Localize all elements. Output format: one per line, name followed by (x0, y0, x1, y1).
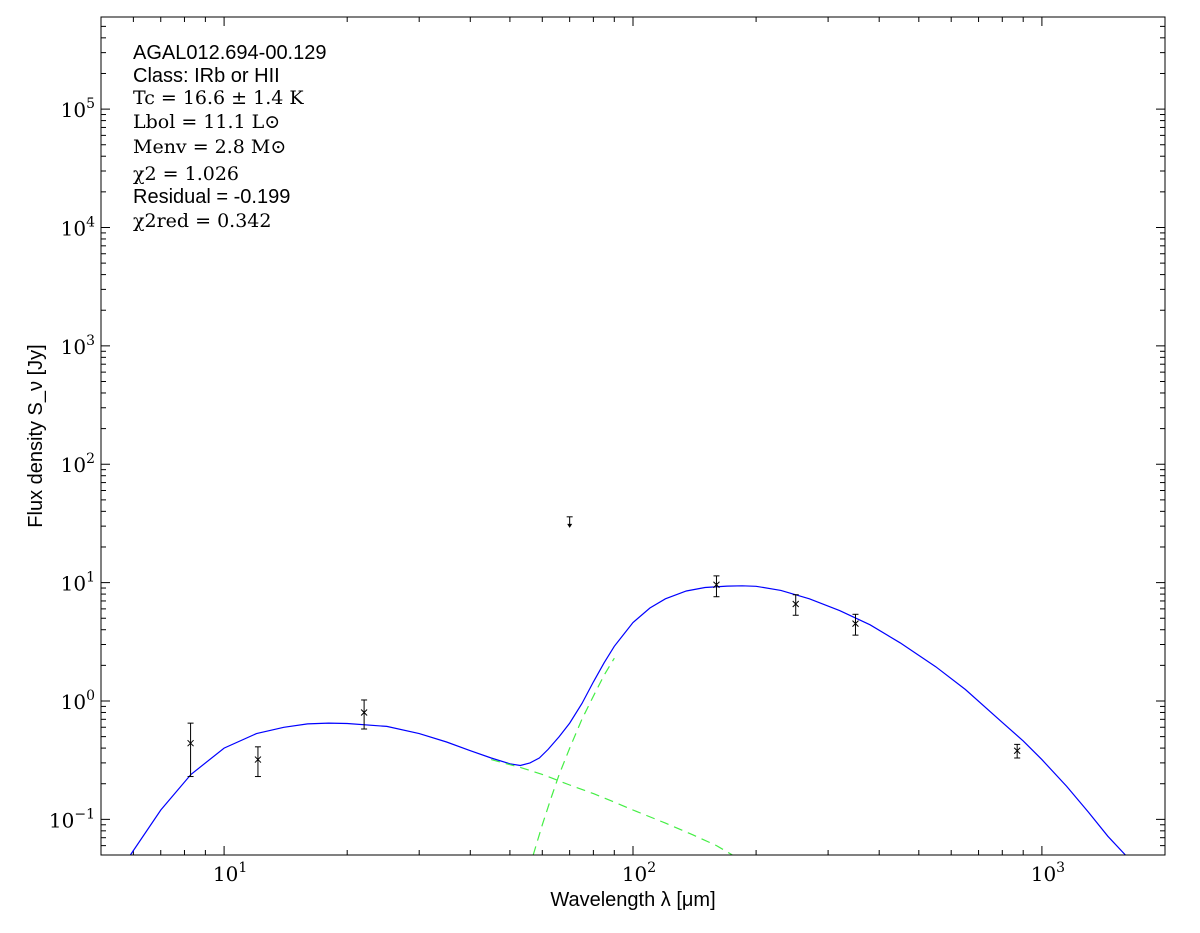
y-tick-label-base: 10 (61, 572, 86, 596)
y-tick-label-exponent: 0 (86, 688, 95, 704)
y-tick-label: 103 (61, 333, 95, 359)
y-tick-label: 10−1 (49, 806, 95, 832)
model-curves (129, 585, 1126, 855)
annotation-tc: Tc = 16.6 ± 1.4 K (133, 87, 304, 109)
annotation-lbol: Lbol = 11.1 L⊙ (133, 111, 280, 133)
y-tick-label-base: 10 (49, 808, 74, 832)
annotation-chi2: χ2 = 1.026 (133, 163, 239, 185)
x-tick-label-exponent: 2 (647, 860, 656, 876)
x-tick-label: 102 (622, 860, 656, 886)
y-tick-label-base: 10 (61, 216, 86, 240)
y-tick-label: 101 (61, 570, 95, 596)
x-axis-label: Wavelength λ [μm] (550, 889, 715, 911)
y-tick-label-exponent: 1 (86, 570, 95, 586)
data-points (187, 516, 1021, 778)
y-tick-label-base: 10 (61, 335, 86, 359)
data-point-marker (254, 756, 262, 763)
y-tick-label-base: 10 (61, 453, 86, 477)
annotation-source: AGAL012.694-00.129 (133, 42, 327, 64)
x-tick-label-base: 10 (213, 862, 238, 886)
y-axis-label: Flux density S_ν [Jy] (25, 344, 47, 527)
data-point-marker (187, 739, 194, 747)
x-tick-label: 101 (213, 860, 247, 886)
annotation-chi2-red: χ2red = 0.342 (133, 210, 271, 232)
x-tick-label-exponent: 3 (1056, 860, 1065, 876)
y-tick-label: 104 (61, 214, 95, 240)
plot-content (129, 516, 1126, 855)
y-tick-label-exponent: 2 (86, 451, 95, 467)
y-tick-label-exponent: 5 (86, 96, 95, 112)
data-point-marker (792, 600, 800, 608)
x-tick-label-exponent: 1 (238, 860, 247, 876)
y-tick-label-exponent: 3 (86, 333, 95, 349)
x-tick-label: 103 (1031, 860, 1065, 886)
y-tick-label: 100 (61, 688, 95, 714)
x-tick-label-base: 10 (622, 862, 647, 886)
y-tick-label-base: 10 (61, 690, 86, 714)
upper-limit-arrow (567, 523, 573, 528)
axis-ticks (100, 16, 1166, 856)
data-point-marker (713, 581, 720, 589)
annotation-menv: Menv = 2.8 M⊙ (133, 136, 286, 158)
model-curve-cold (532, 657, 615, 855)
annotation-block: AGAL012.694-00.129 Class: IRb or HII Tc … (133, 42, 327, 232)
data-point-marker (1013, 747, 1021, 755)
annotation-class: Class: IRb or HII (133, 65, 280, 87)
y-tick-label-exponent: −1 (74, 806, 95, 822)
y-tick-label: 102 (61, 451, 95, 477)
data-point-marker (852, 620, 859, 628)
y-tick-label-base: 10 (61, 98, 86, 122)
data-point-marker (360, 709, 368, 716)
x-tick-label-base: 10 (1031, 862, 1056, 886)
plot-frame (100, 16, 1166, 856)
model-curve-total (129, 585, 1126, 855)
annotation-residual: Residual = -0.199 (133, 186, 290, 208)
model-curve-warm (491, 759, 733, 855)
y-tick-label: 105 (61, 96, 95, 122)
y-tick-label-exponent: 4 (86, 214, 95, 230)
